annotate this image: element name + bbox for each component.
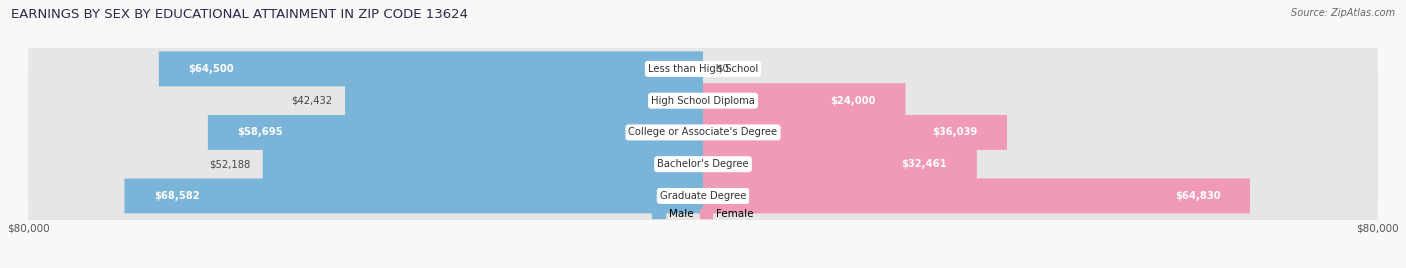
Text: $58,695: $58,695 <box>238 127 283 137</box>
Text: $24,000: $24,000 <box>831 96 876 106</box>
Legend: Male, Female: Male, Female <box>648 205 758 223</box>
FancyBboxPatch shape <box>28 133 1378 196</box>
Text: $64,830: $64,830 <box>1175 191 1220 201</box>
Text: $36,039: $36,039 <box>932 127 977 137</box>
FancyBboxPatch shape <box>703 147 977 182</box>
FancyBboxPatch shape <box>125 178 703 213</box>
Text: $52,188: $52,188 <box>209 159 250 169</box>
FancyBboxPatch shape <box>28 38 1378 100</box>
FancyBboxPatch shape <box>703 178 1250 213</box>
FancyBboxPatch shape <box>703 83 905 118</box>
FancyBboxPatch shape <box>159 51 703 86</box>
FancyBboxPatch shape <box>28 101 1378 164</box>
Text: $64,500: $64,500 <box>188 64 233 74</box>
FancyBboxPatch shape <box>28 165 1378 227</box>
Text: $32,461: $32,461 <box>901 159 948 169</box>
Text: Bachelor's Degree: Bachelor's Degree <box>657 159 749 169</box>
FancyBboxPatch shape <box>208 115 703 150</box>
Text: EARNINGS BY SEX BY EDUCATIONAL ATTAINMENT IN ZIP CODE 13624: EARNINGS BY SEX BY EDUCATIONAL ATTAINMEN… <box>11 8 468 21</box>
FancyBboxPatch shape <box>703 115 1007 150</box>
FancyBboxPatch shape <box>344 83 703 118</box>
Text: $0: $0 <box>716 64 728 74</box>
Text: Less than High School: Less than High School <box>648 64 758 74</box>
Text: Source: ZipAtlas.com: Source: ZipAtlas.com <box>1291 8 1395 18</box>
Text: $68,582: $68,582 <box>155 191 200 201</box>
Text: High School Diploma: High School Diploma <box>651 96 755 106</box>
Text: Graduate Degree: Graduate Degree <box>659 191 747 201</box>
Text: $42,432: $42,432 <box>291 96 332 106</box>
Text: College or Associate's Degree: College or Associate's Degree <box>628 127 778 137</box>
FancyBboxPatch shape <box>28 69 1378 132</box>
FancyBboxPatch shape <box>263 147 703 182</box>
